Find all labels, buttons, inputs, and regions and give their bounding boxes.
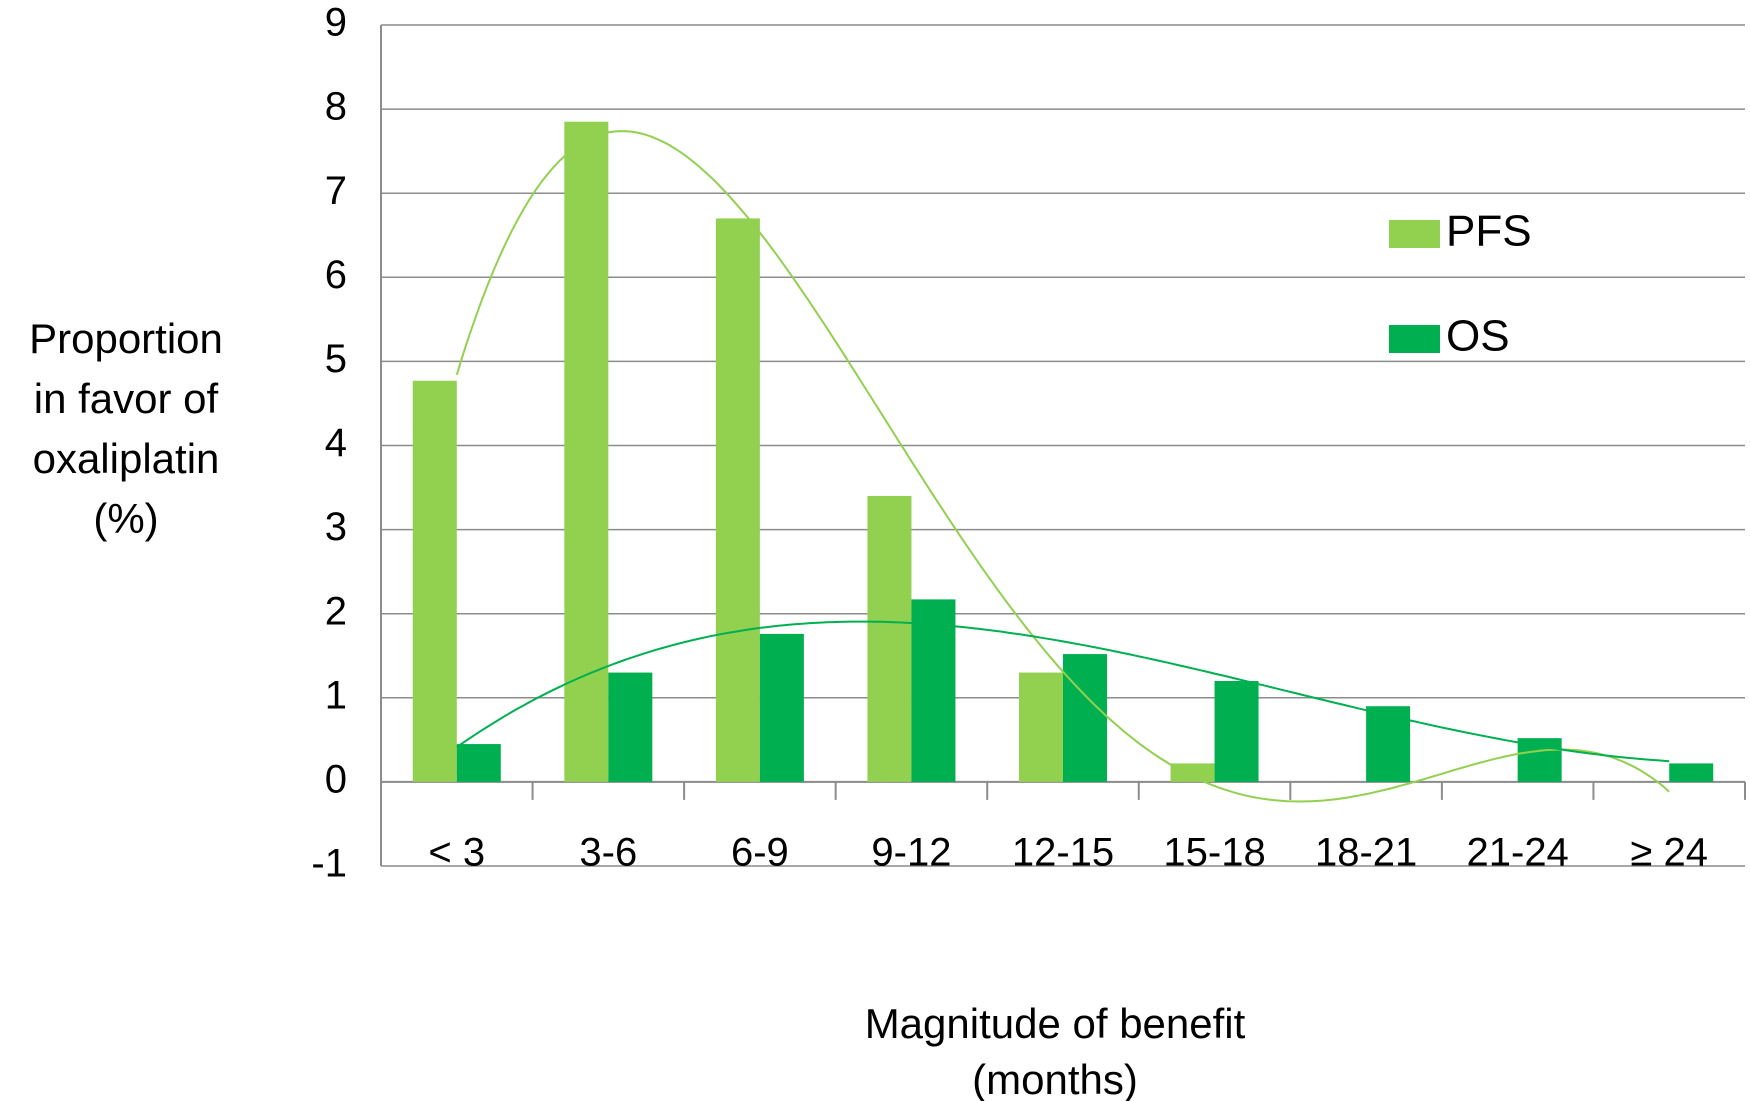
y-tick-label: 1	[325, 673, 347, 717]
bar	[1517, 738, 1562, 782]
y-tick-label: 5	[325, 337, 347, 381]
trendline	[456, 620, 1670, 763]
y-axis-title: Proportion	[29, 315, 223, 362]
x-tick-label: 9-12	[871, 831, 951, 875]
y-tick-label: 7	[325, 169, 347, 213]
bar	[456, 744, 501, 782]
bar	[759, 633, 804, 782]
x-axis-title: (months)	[972, 1056, 1138, 1101]
y-tick-label: 2	[325, 589, 347, 633]
x-tick-label: < 3	[428, 831, 485, 875]
bar	[1170, 763, 1215, 782]
y-axis-title: oxaliplatin	[33, 435, 220, 482]
bar	[911, 599, 956, 782]
trendline	[455, 130, 1670, 803]
x-tick-label: 15-18	[1163, 831, 1265, 875]
y-axis-title: in favor of	[34, 375, 219, 422]
y-tick-label: -1	[311, 842, 347, 886]
bar	[1366, 706, 1411, 782]
y-axis-title: (%)	[93, 495, 158, 542]
legend-swatch	[1389, 325, 1440, 353]
legend-label: PFS	[1446, 207, 1532, 256]
bar	[1063, 654, 1107, 782]
legend-label: OS	[1446, 312, 1510, 361]
x-tick-label: 3-6	[579, 831, 637, 875]
x-tick-label: 18-21	[1315, 831, 1417, 875]
y-tick-label: 4	[325, 421, 347, 465]
x-tick-label: 21-24	[1467, 831, 1569, 875]
y-tick-label: 6	[325, 253, 347, 297]
bar	[564, 121, 609, 782]
bar	[1669, 763, 1714, 782]
x-tick-label: 6-9	[731, 831, 789, 875]
bar	[1214, 680, 1259, 782]
y-tick-label: 8	[325, 85, 347, 129]
y-tick-label: 0	[325, 757, 347, 801]
bar	[608, 672, 653, 782]
legend-swatch	[1389, 220, 1440, 248]
x-axis-title: Magnitude of benefit	[865, 1000, 1246, 1047]
x-tick-label: ≥ 24	[1630, 831, 1708, 875]
bar	[412, 380, 457, 782]
y-tick-label: 9	[325, 1, 347, 45]
y-tick-label: 3	[325, 505, 347, 549]
bar	[715, 218, 760, 782]
bar	[1019, 672, 1063, 782]
x-tick-label: 12-15	[1012, 831, 1114, 875]
bar	[867, 495, 912, 782]
